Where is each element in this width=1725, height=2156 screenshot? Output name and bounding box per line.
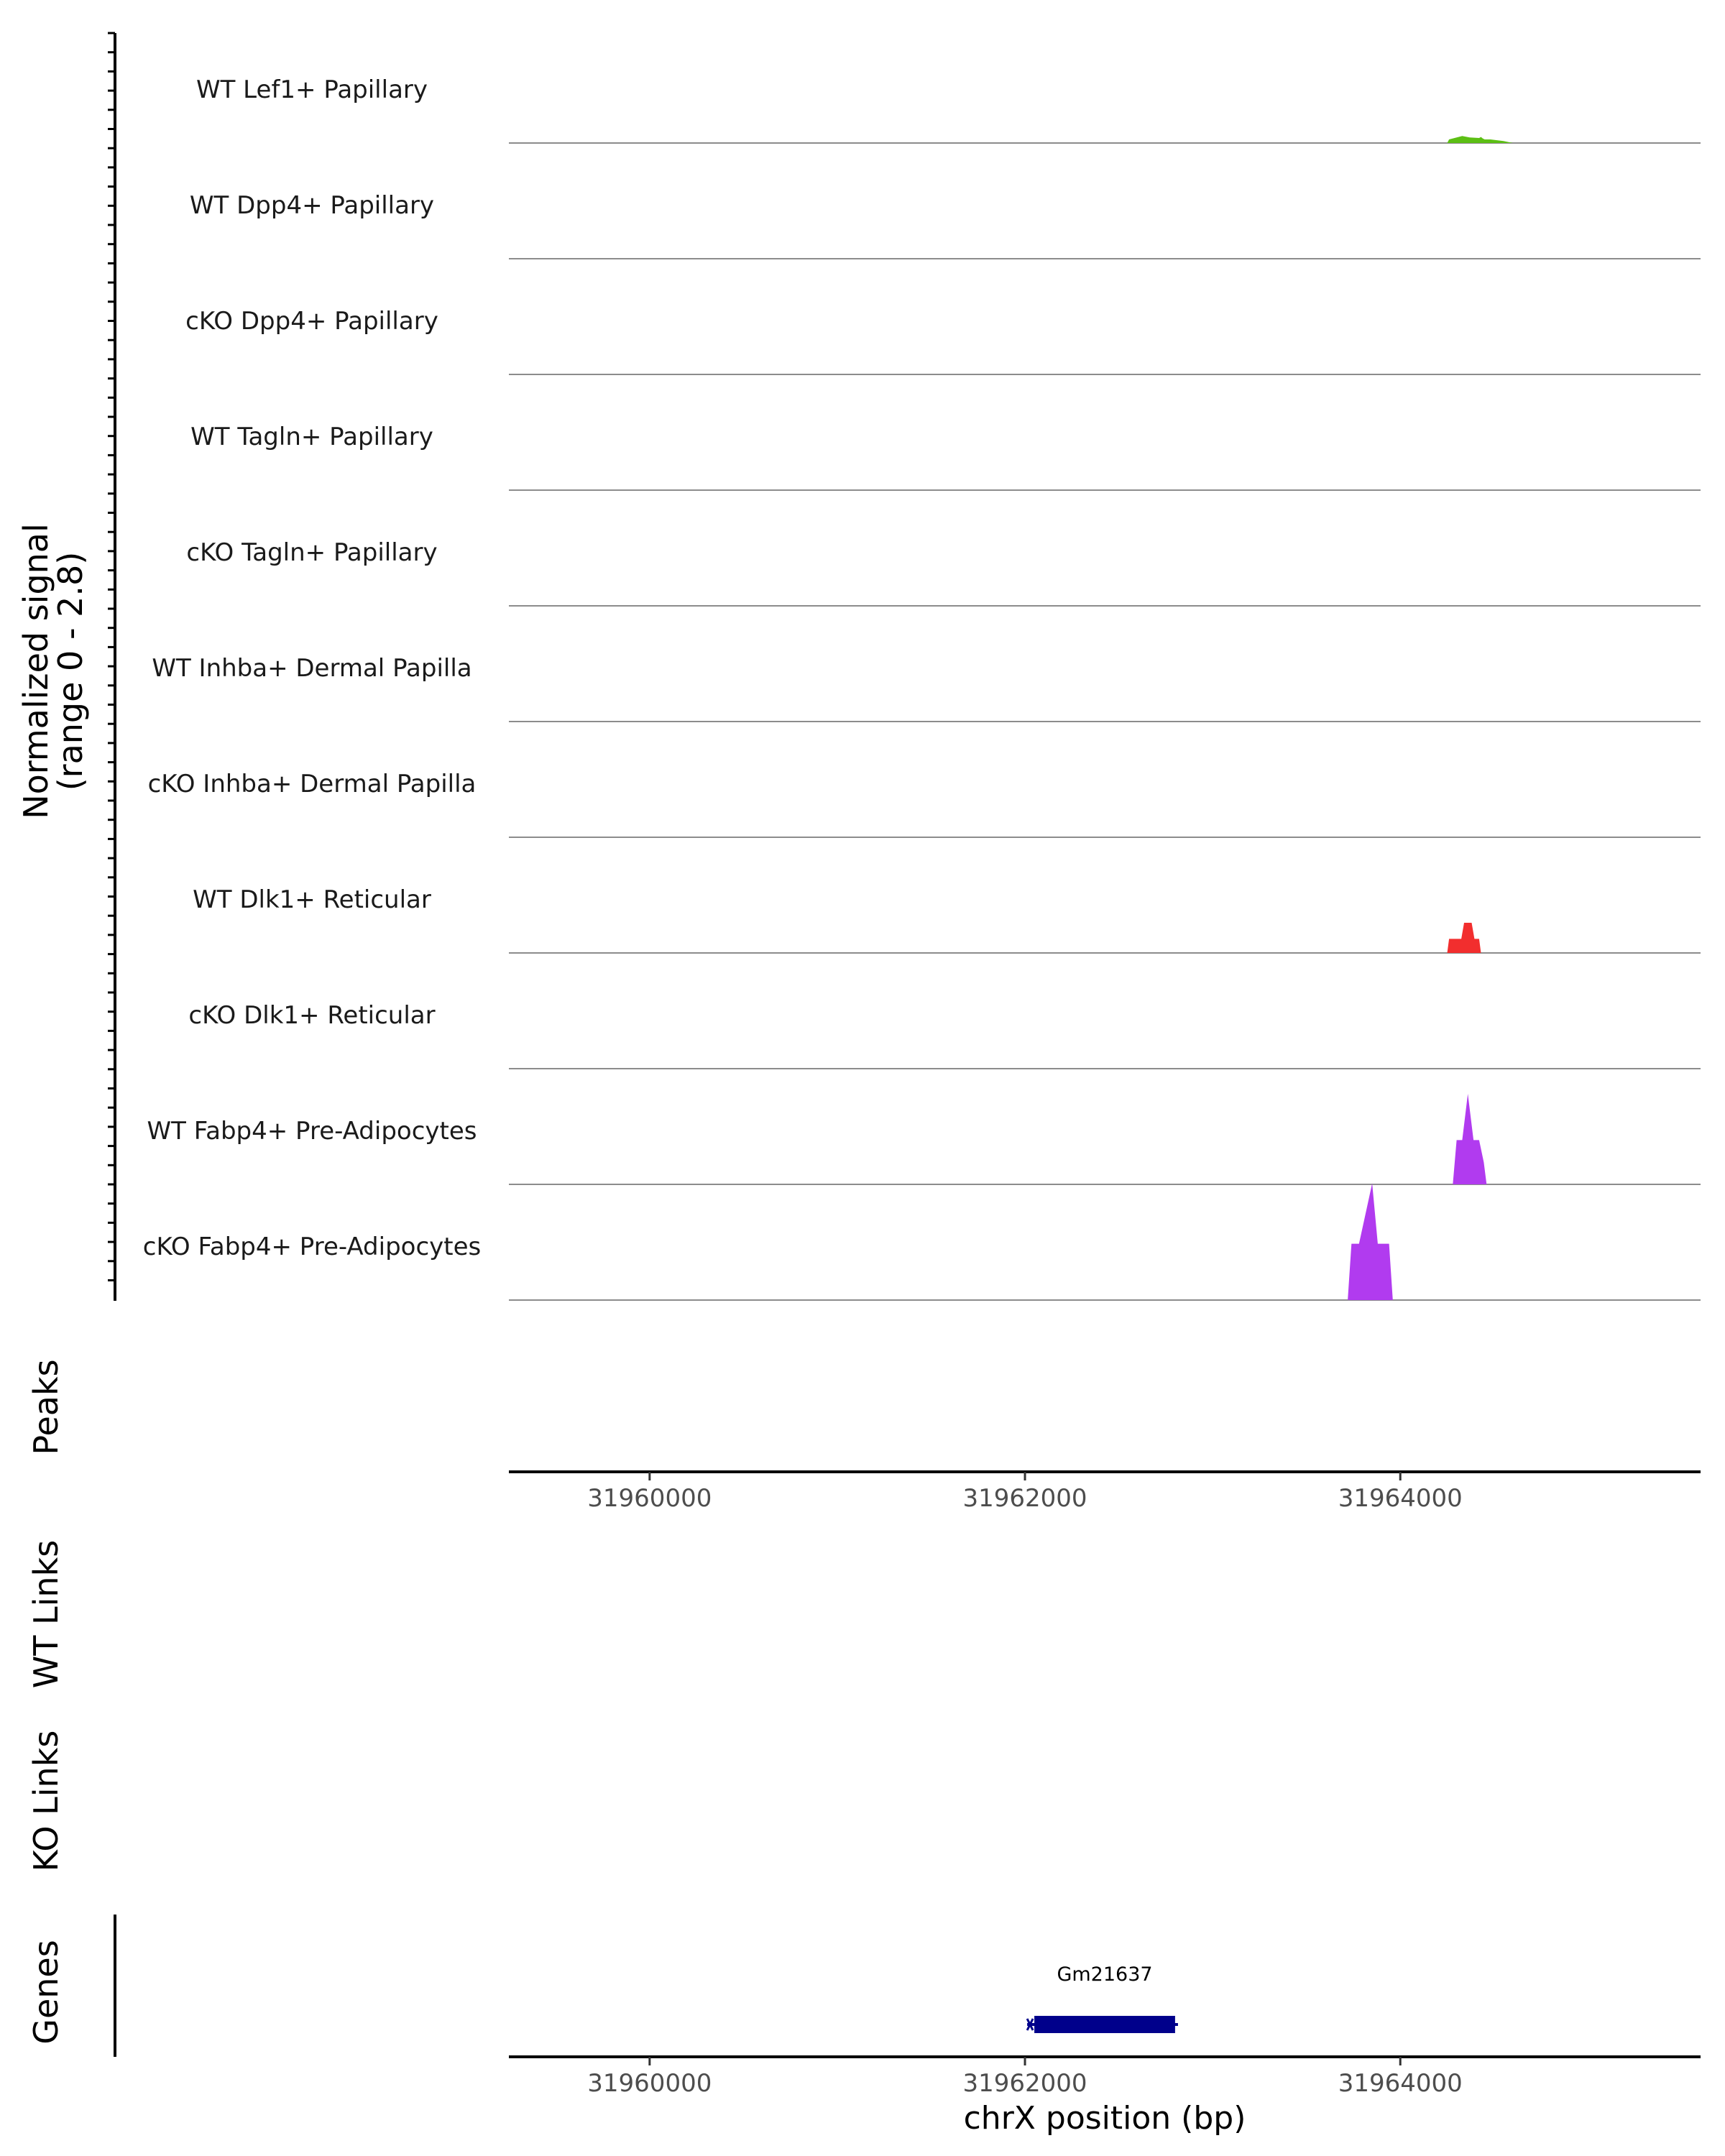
coverage-peak [1447, 923, 1481, 953]
gene-label: Gm21637 [1057, 1963, 1152, 1986]
ko-links-track-title: KO Links [27, 1731, 65, 1872]
track-label: WT Fabp4+ Pre-Adipocytes [147, 1117, 477, 1146]
track-label: WT Inhba+ Dermal Papilla [152, 654, 472, 683]
signal-y-ticks [108, 32, 115, 1281]
x-axis-title: chrX position (bp) [964, 2100, 1246, 2137]
track-label: WT Dpp4+ Papillary [190, 191, 434, 220]
track-label: WT Dlk1+ Reticular [193, 885, 431, 914]
track-label: cKO Dlk1+ Reticular [188, 1001, 435, 1030]
track-label: WT Tagln+ Papillary [190, 423, 433, 451]
genes-track: Gm21637 [1026, 1963, 1178, 2033]
gene-exon [1034, 2016, 1175, 2033]
x-tick-label: 31962000 [963, 2069, 1087, 2098]
coverage-peak [1453, 1094, 1487, 1184]
coverage-peak [1348, 1183, 1393, 1300]
peaks-track-title: Peaks [27, 1359, 65, 1455]
track-label: cKO Fabp4+ Pre-Adipocytes [143, 1233, 482, 1261]
track-label: cKO Inhba+ Dermal Papilla [148, 770, 477, 798]
x-tick-label: 31964000 [1338, 1484, 1463, 1513]
track-label: WT Lef1+ Papillary [196, 75, 428, 104]
signal-tracks: WT Lef1+ Papillary WT Dpp4+ Papillary cKO … [143, 75, 1701, 1301]
x-tick-label: 31960000 [587, 2069, 712, 2098]
genes-track-title: Genes [27, 1940, 65, 2044]
genes-x-axis: 31960000 31962000 31964000 [587, 2057, 1463, 2098]
signal-axis-title: Normalized signal [17, 523, 55, 819]
wt-links-track-title: WT Links [27, 1540, 65, 1688]
x-tick-label: 31964000 [1338, 2069, 1463, 2098]
signal-axis-range: (range 0 - 2.8) [51, 552, 90, 791]
x-tick-label: 31962000 [963, 1484, 1087, 1513]
track-label: cKO Tagln+ Papillary [186, 538, 437, 567]
peaks-x-axis: 31960000 31962000 31964000 [587, 1472, 1463, 1513]
x-tick-label: 31960000 [587, 1484, 712, 1513]
coverage-peak [1447, 136, 1513, 143]
track-label: cKO Dpp4+ Papillary [185, 307, 438, 336]
gene-strand-marker [1026, 2018, 1034, 2031]
